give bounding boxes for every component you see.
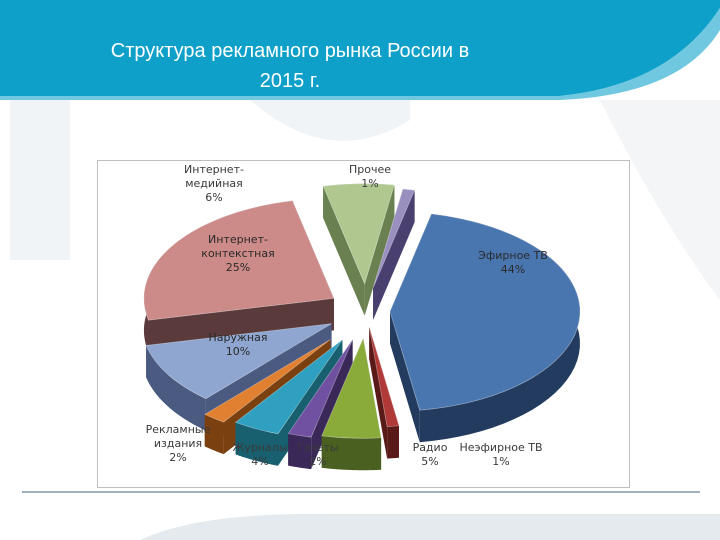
footer-swoosh — [140, 513, 720, 540]
slide-title-line-1: Структура рекламного рынка России в — [110, 40, 470, 62]
pie-label-журналы: Журналы 4% — [233, 441, 288, 468]
pie-label-эфирное-тв: Эфирное ТВ 44% — [478, 249, 548, 276]
pie-label-неэфирное-тв: Неэфирное ТВ 1% — [459, 441, 542, 468]
slide-title: Структура рекламного рынка России в 2015… — [80, 36, 500, 96]
footer-divider — [22, 491, 700, 493]
pie-slice-интернет-медийная — [322, 183, 395, 316]
header-band — [0, 0, 720, 100]
pie-chart: Эфирное ТВ 44% Неэфирное ТВ 1% Радио 5% Газеты… — [143, 163, 581, 471]
pie-label-наружная: Наружная 10% — [209, 331, 268, 358]
pie-label-интернет-контекстная: Интернет-контекстная 25% — [201, 233, 274, 274]
pie-label-рекламные-издания: Рекламные издания 2% — [146, 423, 211, 464]
pie-slice-интернет-контекстная — [143, 200, 335, 353]
pie-label-газеты: Газеты 2% — [297, 441, 338, 468]
slide-title-line-2: 2015 г. — [259, 70, 321, 92]
pie-label-интернет-медийная: Интернет-медийная 6% — [184, 163, 244, 204]
pie-label-прочее: Прочее 1% — [349, 163, 391, 190]
chart-frame: Эфирное ТВ 44% Неэфирное ТВ 1% Радио 5% Газеты… — [97, 160, 630, 488]
pie-slice-прочее — [372, 188, 416, 320]
pie-slice-неэфирное-тв — [368, 326, 400, 459]
pie-slice-радио — [321, 336, 382, 471]
pie-slice-газеты — [287, 339, 353, 470]
pie-label-радио: Радио 5% — [413, 441, 448, 468]
pie-slice-эфирное-тв — [389, 213, 581, 443]
